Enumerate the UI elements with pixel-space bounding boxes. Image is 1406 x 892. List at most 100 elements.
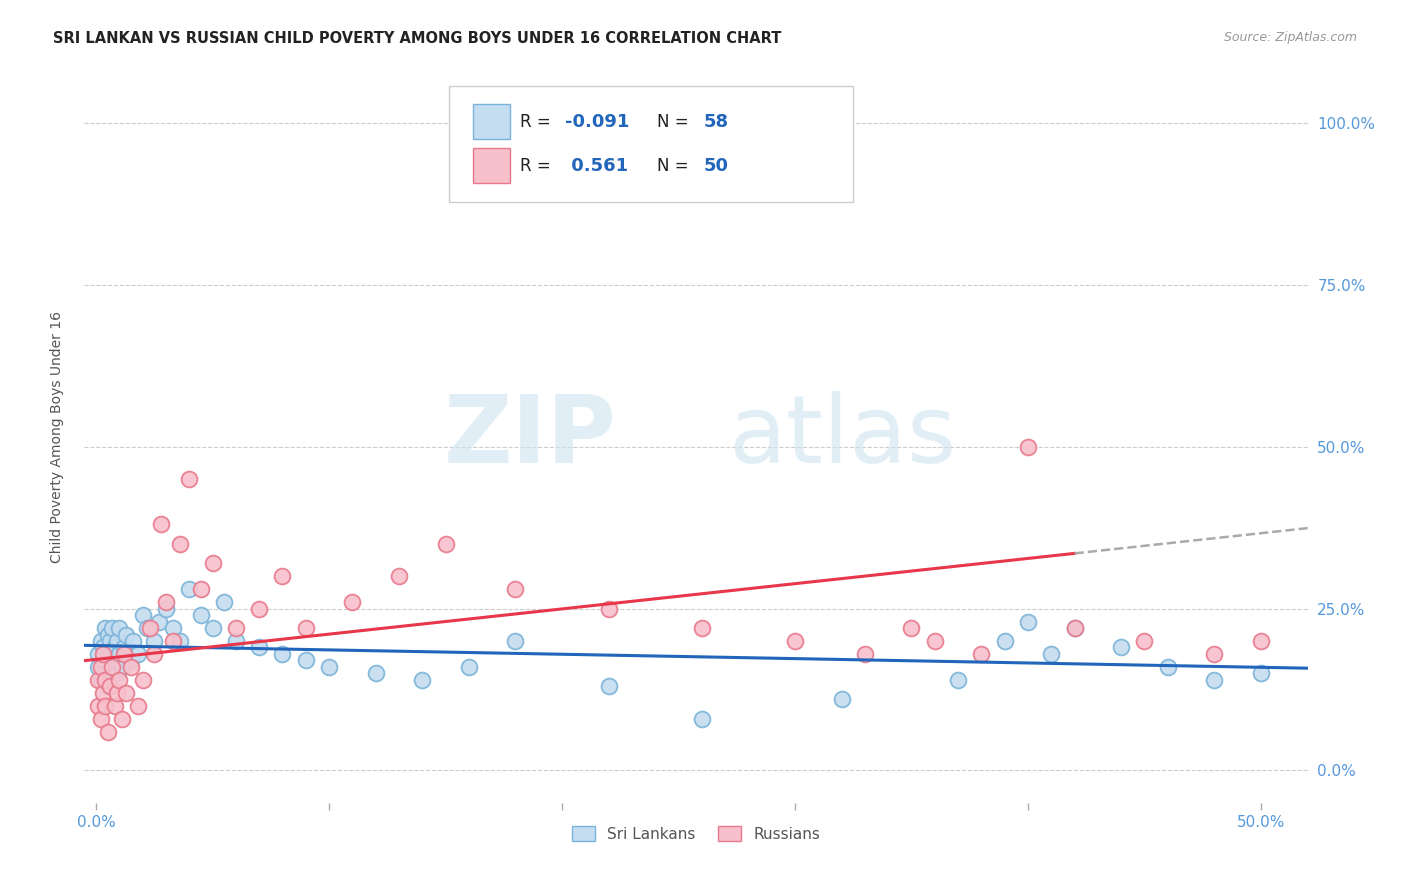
Point bbox=[91, 653, 114, 667]
Point bbox=[91, 647, 114, 661]
Point bbox=[155, 601, 177, 615]
Point bbox=[690, 621, 713, 635]
Point bbox=[1040, 647, 1063, 661]
Point bbox=[150, 517, 173, 532]
Point bbox=[98, 679, 121, 693]
Point bbox=[1109, 640, 1132, 655]
Point bbox=[148, 615, 170, 629]
Point bbox=[201, 621, 224, 635]
Point bbox=[104, 640, 127, 655]
Point bbox=[505, 582, 527, 597]
Point bbox=[111, 660, 134, 674]
Point bbox=[946, 673, 969, 687]
Point bbox=[247, 601, 270, 615]
FancyBboxPatch shape bbox=[474, 148, 510, 183]
Point bbox=[115, 686, 138, 700]
Point bbox=[342, 595, 364, 609]
Point bbox=[94, 666, 117, 681]
Point bbox=[271, 569, 294, 583]
Point bbox=[91, 640, 114, 655]
Point bbox=[120, 660, 142, 674]
Point bbox=[127, 698, 149, 713]
Point bbox=[212, 595, 235, 609]
Point bbox=[136, 621, 159, 635]
Point bbox=[104, 653, 127, 667]
Point bbox=[225, 621, 247, 635]
Text: 0.561: 0.561 bbox=[565, 157, 628, 175]
Point bbox=[108, 647, 131, 661]
Point bbox=[1133, 634, 1156, 648]
Point bbox=[364, 666, 387, 681]
FancyBboxPatch shape bbox=[449, 86, 852, 202]
Point bbox=[104, 698, 127, 713]
Point bbox=[143, 647, 166, 661]
Point bbox=[1250, 666, 1272, 681]
Point bbox=[127, 647, 149, 661]
Point bbox=[294, 621, 316, 635]
Point bbox=[1250, 634, 1272, 648]
Point bbox=[155, 595, 177, 609]
Point bbox=[143, 634, 166, 648]
Point bbox=[598, 601, 620, 615]
Text: N =: N = bbox=[657, 112, 693, 131]
Point bbox=[101, 660, 124, 674]
Point bbox=[690, 712, 713, 726]
Point bbox=[1017, 440, 1039, 454]
Point bbox=[1017, 615, 1039, 629]
Point bbox=[87, 698, 110, 713]
Point bbox=[190, 608, 212, 623]
Point bbox=[318, 660, 340, 674]
Text: 58: 58 bbox=[703, 112, 728, 131]
Point bbox=[900, 621, 922, 635]
Point bbox=[87, 660, 110, 674]
Text: Source: ZipAtlas.com: Source: ZipAtlas.com bbox=[1223, 31, 1357, 45]
Point bbox=[108, 673, 131, 687]
Point bbox=[388, 569, 411, 583]
Point bbox=[169, 634, 191, 648]
Point bbox=[101, 660, 124, 674]
Point bbox=[101, 621, 124, 635]
Text: N =: N = bbox=[657, 157, 693, 175]
Point bbox=[105, 634, 128, 648]
Point bbox=[179, 582, 201, 597]
Point bbox=[247, 640, 270, 655]
Text: 50: 50 bbox=[703, 157, 728, 175]
Point bbox=[90, 712, 112, 726]
Point bbox=[122, 634, 145, 648]
Point bbox=[1204, 647, 1226, 661]
Point bbox=[97, 724, 120, 739]
Y-axis label: Child Poverty Among Boys Under 16: Child Poverty Among Boys Under 16 bbox=[49, 311, 63, 563]
Point bbox=[94, 698, 117, 713]
Point bbox=[190, 582, 212, 597]
Point bbox=[853, 647, 876, 661]
Point bbox=[90, 673, 112, 687]
Point bbox=[90, 660, 112, 674]
Point bbox=[434, 537, 457, 551]
Point bbox=[98, 647, 121, 661]
Point bbox=[97, 679, 120, 693]
Point bbox=[411, 673, 433, 687]
Point bbox=[179, 472, 201, 486]
Point bbox=[505, 634, 527, 648]
Point bbox=[1063, 621, 1085, 635]
Point bbox=[91, 686, 114, 700]
Text: R =: R = bbox=[520, 157, 555, 175]
Point bbox=[924, 634, 946, 648]
Text: R =: R = bbox=[520, 112, 555, 131]
Point bbox=[105, 666, 128, 681]
Point bbox=[169, 537, 191, 551]
Point bbox=[783, 634, 806, 648]
Point bbox=[457, 660, 479, 674]
Point bbox=[87, 673, 110, 687]
Point bbox=[831, 692, 853, 706]
Point bbox=[108, 621, 131, 635]
Point bbox=[131, 673, 153, 687]
Point bbox=[97, 627, 120, 641]
Text: ZIP: ZIP bbox=[443, 391, 616, 483]
Point bbox=[105, 686, 128, 700]
Point bbox=[201, 557, 224, 571]
Point bbox=[598, 679, 620, 693]
Legend: Sri Lankans, Russians: Sri Lankans, Russians bbox=[565, 820, 827, 847]
Point bbox=[115, 627, 138, 641]
Point bbox=[1063, 621, 1085, 635]
